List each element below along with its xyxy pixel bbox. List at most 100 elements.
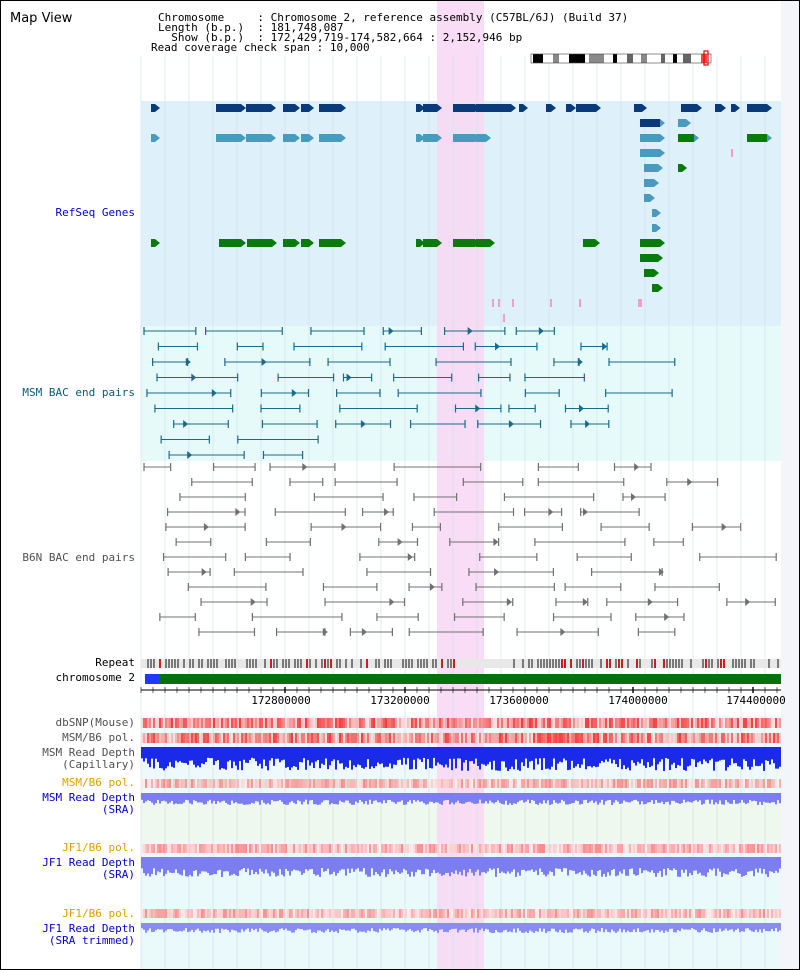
heat-cell [415,844,417,853]
heat-cell [147,909,149,918]
heat-cell [331,718,333,728]
depth-bar [667,857,669,869]
heat-cell [263,733,265,743]
depth-bar [253,923,255,931]
gene-block [247,239,272,247]
track-label-msm-b6-pol[interactable]: MSM/B6 pol. [62,731,135,744]
depth-bar [651,747,653,766]
heat-cell [659,779,661,788]
depth-bar [169,747,171,763]
depth-bar [421,793,423,802]
repeat-element [231,659,233,668]
heat-cell [603,844,605,853]
track-label-repeat[interactable]: Repeat [95,656,135,669]
repeat-element [453,659,455,668]
heat-cell [545,779,547,788]
heat-cell [539,909,541,918]
heat-cell [465,844,467,853]
heat-cell [177,718,179,728]
track-label-jf1-b6-pol-trimmed[interactable]: JF1/B6 pol. [62,907,135,920]
heat-cell [653,718,655,728]
heat-cell [185,733,187,743]
heat-cell [181,844,183,853]
gene-arrow [309,239,314,247]
depth-bar [663,793,665,805]
depth-bar [323,857,325,872]
heat-cell [683,718,685,728]
heat-cell [765,733,767,743]
depth-bar [477,747,479,766]
repeat-element [225,659,227,668]
depth-bar [441,923,443,930]
heat-cell [495,779,497,788]
heat-cell [645,733,647,743]
heat-cell [217,733,219,743]
depth-bar [289,793,291,803]
heat-cell [253,779,255,788]
track-label-msm-bac[interactable]: MSM BAC end pairs [22,386,135,399]
heat-cell [315,733,317,743]
depth-bar [647,857,649,872]
heat-cell [621,733,623,743]
depth-bar [353,747,355,766]
heat-cell [147,844,149,853]
heat-cell [731,844,733,853]
depth-bar [495,793,497,803]
heat-cell [367,718,369,728]
depth-bar [741,923,743,932]
track-label-msm-read-depth-capillary[interactable]: MSM Read Depth (Capillary) [1,747,135,771]
track-label-jf1-read-depth-trimmed[interactable]: JF1 Read Depth (SRA trimmed) [1,923,135,947]
heat-cell [779,718,781,728]
heat-cell [733,909,735,918]
heat-cell [477,733,479,743]
heat-cell [533,909,535,918]
depth-bar [561,793,563,800]
track-label-refseq[interactable]: RefSeq Genes [55,206,135,219]
heat-cell [745,779,747,788]
track-label-msm-read-depth-sra[interactable]: MSM Read Depth (SRA) [1,792,135,816]
heat-cell [519,909,521,918]
heat-cell [221,844,223,853]
heat-cell [391,844,393,853]
heat-cell [703,718,705,728]
track-label-dbsnp[interactable]: dbSNP(Mouse) [55,716,135,729]
heat-cell [635,779,637,788]
depth-bar [359,793,361,800]
depth-bar [467,857,469,873]
repeat-element [435,659,437,668]
depth-bar [473,747,475,764]
depth-bar [769,857,771,872]
heat-cell [341,909,343,918]
heat-cell [723,779,725,788]
track-label-b6n-bac[interactable]: B6N BAC end pairs [22,551,135,564]
heat-cell [271,844,273,853]
heat-cell [241,718,243,728]
track-label-msm-b6-pol-sra[interactable]: MSM/B6 pol. [62,776,135,789]
track-label-jf1-b6-pol[interactable]: JF1/B6 pol. [62,841,135,854]
track-label-jf1-read-depth-sra[interactable]: JF1 Read Depth (SRA) [1,857,135,881]
heat-cell [377,779,379,788]
depth-bar [411,857,413,872]
heat-cell [591,733,593,743]
depth-bar [143,923,145,930]
heat-cell [221,909,223,918]
depth-bar [621,857,623,874]
repeat-element [672,659,674,668]
depth-bar [333,923,335,933]
depth-bar [453,923,455,929]
depth-bar [337,747,339,761]
heat-cell [405,718,407,728]
heat-cell [749,909,751,918]
heat-cell [213,779,215,788]
heat-cell [543,844,545,853]
heat-cell [305,779,307,788]
depth-bar [207,857,209,873]
depth-bar [467,747,469,771]
heat-cell [577,779,579,788]
depth-bar [249,857,251,876]
depth-bar [241,857,243,870]
heat-cell [251,733,253,743]
heat-cell [513,718,515,728]
depth-bar [349,923,351,931]
heat-cell [325,844,327,853]
